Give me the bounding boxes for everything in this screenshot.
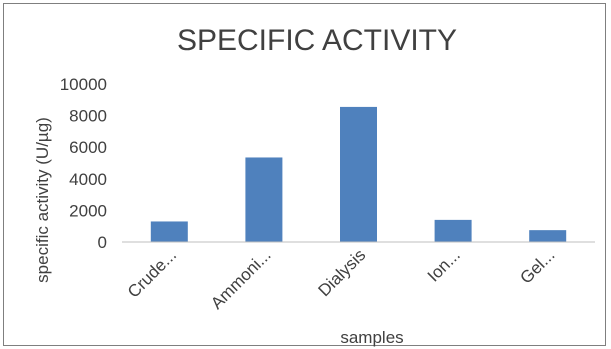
y-tick-label: 0 <box>98 233 107 252</box>
bar <box>245 157 283 242</box>
bar <box>150 221 188 242</box>
bar <box>434 219 472 242</box>
y-axis-ticks: 0 2000 4000 6000 8000 10000 <box>60 75 107 252</box>
y-tick-label: 6000 <box>69 138 107 157</box>
x-axis-title: samples <box>340 328 403 347</box>
y-tick-label: 2000 <box>69 201 107 220</box>
x-tick-label: Dialysis <box>314 245 369 300</box>
chart-title: SPECIFIC ACTIVITY <box>177 24 457 57</box>
x-axis-ticks: Crude... Ammoni... Dialysis Ion... Gel... <box>124 245 559 313</box>
y-tick-label: 10000 <box>60 75 107 94</box>
y-tick-label: 8000 <box>69 107 107 126</box>
bar <box>529 230 567 242</box>
x-tick-label: Ion... <box>424 245 464 285</box>
bars <box>150 106 567 242</box>
bar <box>340 106 377 242</box>
x-tick-label: Crude... <box>124 245 180 301</box>
x-tick-label: Ammoni... <box>207 245 275 313</box>
x-tick-label: Gel... <box>516 245 558 287</box>
y-tick-label: 4000 <box>69 170 107 189</box>
chart-frame <box>3 3 606 346</box>
y-axis-title: specific activity (U/µg) <box>33 117 52 283</box>
